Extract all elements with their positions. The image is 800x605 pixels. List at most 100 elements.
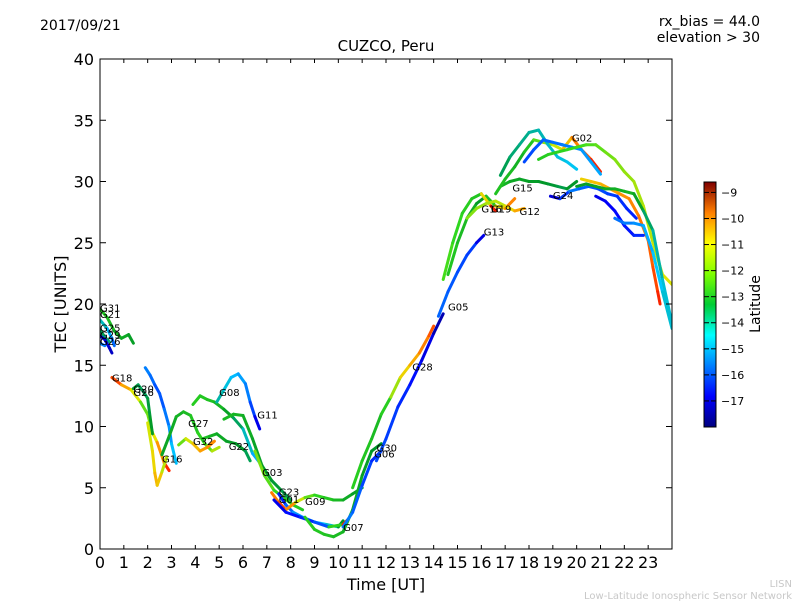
track-segment xyxy=(537,180,550,186)
satellite-label: G27 xyxy=(188,419,208,430)
track-segment xyxy=(660,278,672,326)
track-segment xyxy=(625,206,638,220)
x-axis: 0 1 2 3 4 5 6 7 8 9 10 11 12 13 14 15 16 17 18 19 20 21 22 23 xyxy=(95,59,658,572)
satellite-track xyxy=(146,421,169,487)
x-tick-label: 6 xyxy=(238,553,248,572)
satellite-track xyxy=(177,437,216,453)
x-tick-label: 16 xyxy=(471,553,491,572)
track-segment xyxy=(303,493,316,500)
track-segment xyxy=(546,143,560,159)
satellite-track xyxy=(270,486,364,512)
track-segment xyxy=(389,376,402,399)
x-tick-label: 17 xyxy=(495,553,515,572)
satellite-label: G09 xyxy=(305,497,325,508)
x-tick-label: 18 xyxy=(519,553,539,572)
track-segment xyxy=(105,315,116,333)
track-segment xyxy=(332,530,345,539)
track-segment xyxy=(215,388,226,404)
track-segment xyxy=(374,437,388,463)
satellite-label: G29 xyxy=(100,331,120,342)
track-segment xyxy=(110,376,123,387)
track-segment xyxy=(236,372,247,386)
track-segment xyxy=(284,510,302,519)
satellite-label: G22 xyxy=(229,442,249,453)
track-segment xyxy=(427,324,436,338)
track-segment xyxy=(119,383,133,392)
track-segment xyxy=(651,229,664,281)
track-segment xyxy=(589,157,602,174)
track-segment xyxy=(100,341,107,348)
track-segment xyxy=(351,483,364,514)
track-segment xyxy=(291,503,305,512)
track-segment xyxy=(243,449,252,463)
track-segment xyxy=(622,170,636,183)
track-segment xyxy=(270,491,281,504)
track-segment xyxy=(158,391,166,411)
x-tick-label: 19 xyxy=(543,553,563,572)
track-segment xyxy=(191,394,202,406)
track-segment xyxy=(170,442,178,465)
colorbar-tick-label: −13 xyxy=(721,291,744,304)
track-segment xyxy=(293,496,307,504)
track-segment xyxy=(565,145,579,152)
y-tick-label: 30 xyxy=(74,173,94,192)
track-segment xyxy=(603,150,617,161)
track-segment xyxy=(360,437,374,463)
track-segment xyxy=(613,157,626,174)
satellite-track xyxy=(100,328,112,344)
track-segment xyxy=(537,128,550,147)
satellite-label: G23 xyxy=(279,487,299,498)
track-segment xyxy=(253,415,262,431)
track-segment xyxy=(494,204,507,210)
satellite-track xyxy=(498,128,579,177)
satellite-track xyxy=(441,192,498,281)
track-segment xyxy=(587,184,600,191)
track-segment xyxy=(606,192,619,198)
track-segment xyxy=(248,400,257,419)
track-segment xyxy=(503,204,517,213)
track-segment xyxy=(627,197,641,218)
track-segment xyxy=(522,148,536,164)
track-segment xyxy=(446,270,459,294)
x-tick-label: 20 xyxy=(566,553,586,572)
chart-title: CUZCO, Peru xyxy=(337,37,435,55)
satellite-label: G06 xyxy=(374,449,394,460)
track-segment xyxy=(660,290,672,330)
track-segment xyxy=(417,334,431,355)
track-segment xyxy=(129,388,143,404)
track-segment xyxy=(241,427,255,455)
satellite-label: G02 xyxy=(572,133,592,144)
satellite-label: G15 xyxy=(512,184,532,195)
track-segment xyxy=(641,224,655,255)
track-segment xyxy=(517,177,531,183)
x-tick-label: 22 xyxy=(614,553,634,572)
track-segment xyxy=(408,351,421,367)
track-segment xyxy=(551,143,564,152)
track-segment xyxy=(398,363,412,379)
track-segment xyxy=(615,194,629,210)
satellite-track xyxy=(575,182,672,326)
track-segment xyxy=(436,290,450,318)
track-segment xyxy=(100,307,109,319)
track-segment xyxy=(446,241,459,277)
track-segment xyxy=(370,442,383,453)
satellite-label: G13 xyxy=(484,228,504,239)
track-segment xyxy=(146,396,152,419)
track-segment xyxy=(153,383,162,395)
track-segment xyxy=(513,206,526,213)
colorbar-tick-label: −12 xyxy=(721,265,744,278)
colorbar-gradient xyxy=(703,181,717,428)
x-tick-label: 14 xyxy=(423,553,443,572)
track-segment xyxy=(532,138,545,152)
track-segment xyxy=(584,182,598,188)
track-segment xyxy=(541,138,555,144)
x-tick-label: 7 xyxy=(262,553,272,572)
track-segment xyxy=(270,478,283,492)
track-segment xyxy=(596,187,610,196)
track-segment xyxy=(210,445,221,453)
x-tick-label: 21 xyxy=(590,553,610,572)
satellite-track xyxy=(594,194,645,237)
track-segment xyxy=(508,143,521,159)
track-segment xyxy=(565,160,579,171)
